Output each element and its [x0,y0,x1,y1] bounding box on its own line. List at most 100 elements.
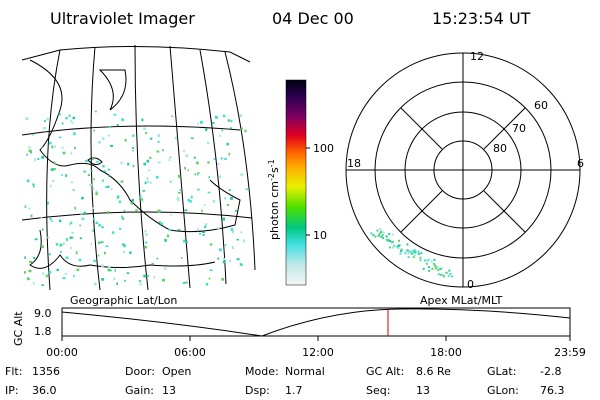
speckle [75,251,78,255]
speckle [223,257,226,261]
speckle [196,173,199,176]
speckle [179,189,182,191]
mlt-label: 18 [347,157,361,170]
speckle [41,155,45,159]
speckle [240,127,243,130]
speckle [230,119,233,123]
speckle [227,119,230,122]
speckle [41,284,44,287]
speckle [398,239,400,242]
speckle [149,137,153,140]
speckle [398,244,401,247]
speckle [87,173,90,177]
speckle [202,234,205,236]
speckle [129,251,132,254]
instrument-title: Ultraviolet Imager [50,9,195,28]
speckle [177,228,181,231]
speckle [413,249,416,252]
lat-label: 80 [493,142,507,155]
speckle [230,196,233,200]
speckle [205,282,209,286]
unit-exp: -2 [267,173,276,181]
speckle [108,175,110,178]
speckle [50,219,54,223]
speckle [417,252,420,255]
speckle [158,221,161,224]
speckle [92,207,95,210]
mlt-label: 12 [470,50,484,63]
speckle [121,217,125,220]
speckle [244,129,247,133]
speckle [81,196,84,200]
speckle [196,161,199,165]
speckle [185,281,188,284]
speckle [229,127,233,130]
speckle [121,215,123,219]
speckle [107,211,110,215]
speckle [385,238,388,241]
speckle [218,175,222,178]
speckle [117,195,120,198]
speckle [162,149,164,152]
speckle [228,189,231,191]
time: 15:23:54 UT [432,9,531,28]
speckle [71,236,74,239]
speckle [399,252,402,255]
lat-label: 70 [512,122,526,135]
speckle [47,201,49,205]
speckle [30,151,33,154]
geographic-map [21,44,256,291]
speckle [174,136,178,140]
speckle [400,248,403,251]
speckle [70,181,74,184]
speckle [207,141,210,145]
speckle [157,134,161,137]
speckle [59,251,62,253]
speckle [27,277,30,281]
speckle [98,223,101,227]
speckle [101,180,104,183]
speckle [70,119,72,123]
speckle [79,224,81,227]
speckle [198,232,202,235]
speckle [187,199,191,202]
speckle [451,275,453,278]
speckle [239,263,243,265]
speckle [156,150,160,153]
speckle [207,191,211,194]
speckle [58,136,62,139]
speckle [58,113,61,116]
speckle [219,135,221,137]
status-value: Open [162,365,191,378]
mlt-label: 6 [577,157,584,170]
speckle [93,129,96,132]
speckle [391,246,394,249]
speckle [157,161,161,164]
speckle [381,234,384,237]
speckle [65,116,68,120]
speckle [65,238,69,241]
speckle [433,264,436,267]
speckle [391,233,394,236]
status-label: IP: [5,384,19,397]
speckle [51,145,54,148]
speckle [107,168,110,171]
speckle [131,147,135,149]
speckle [138,279,142,283]
speckle [230,228,234,231]
speckle [382,231,385,234]
speckle [184,209,188,212]
colorbar-tick-label: 10 [313,229,327,242]
speckle [437,266,440,269]
speckle [74,206,77,210]
speckle [116,123,119,126]
speckle [140,198,144,201]
speckle [24,256,26,259]
speckle [168,159,171,161]
speckle [73,275,75,278]
speckle [205,128,208,132]
speckle [239,114,243,117]
speckle [93,259,96,263]
speckle [370,232,373,235]
